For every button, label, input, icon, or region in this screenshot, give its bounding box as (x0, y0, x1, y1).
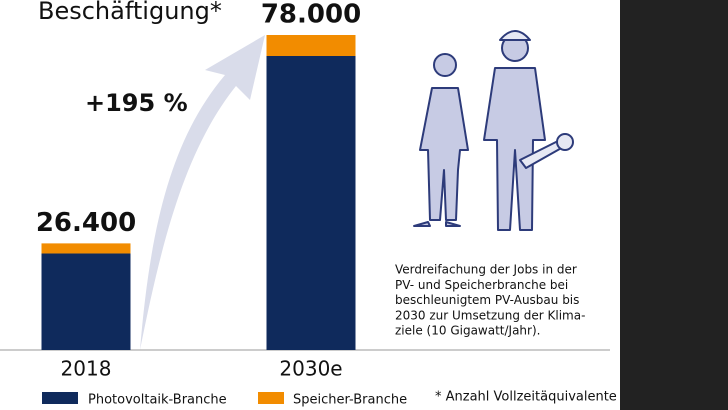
x-tick-label: 2018 (61, 357, 112, 381)
bar-segment (266, 35, 356, 56)
description-line: beschleunigtem PV-Ausbau bis (395, 293, 579, 307)
workers-illustration (413, 30, 574, 231)
total-label: 26.400 (36, 208, 136, 238)
growth-arrow (140, 35, 265, 350)
bar-segment (266, 56, 356, 350)
annotation: +195 % (85, 89, 188, 117)
description-line: PV- und Speicherbranche bei (395, 278, 568, 292)
legend-swatch (258, 392, 284, 404)
legend-label: Speicher-Branche (293, 393, 407, 408)
description-line: Verdreifachung der Jobs in der (395, 263, 577, 277)
total-label: 78.000 (261, 0, 361, 30)
description-line: ziele (10 Gigawatt/Jahr). (395, 324, 540, 338)
chart-title: Beschäftigung* (38, 0, 222, 25)
side-panel (620, 0, 728, 410)
bar-segment (41, 253, 131, 350)
x-tick-label: 2030e (279, 357, 342, 381)
footnote: * Anzahl Vollzeitäquivalente (435, 390, 617, 405)
legend-swatch (42, 392, 78, 404)
description-line: 2030 zur Umsetzung der Klima- (395, 308, 585, 322)
legend-label: Photovoltaik-Branche (88, 393, 227, 408)
bar-segment (41, 243, 131, 254)
